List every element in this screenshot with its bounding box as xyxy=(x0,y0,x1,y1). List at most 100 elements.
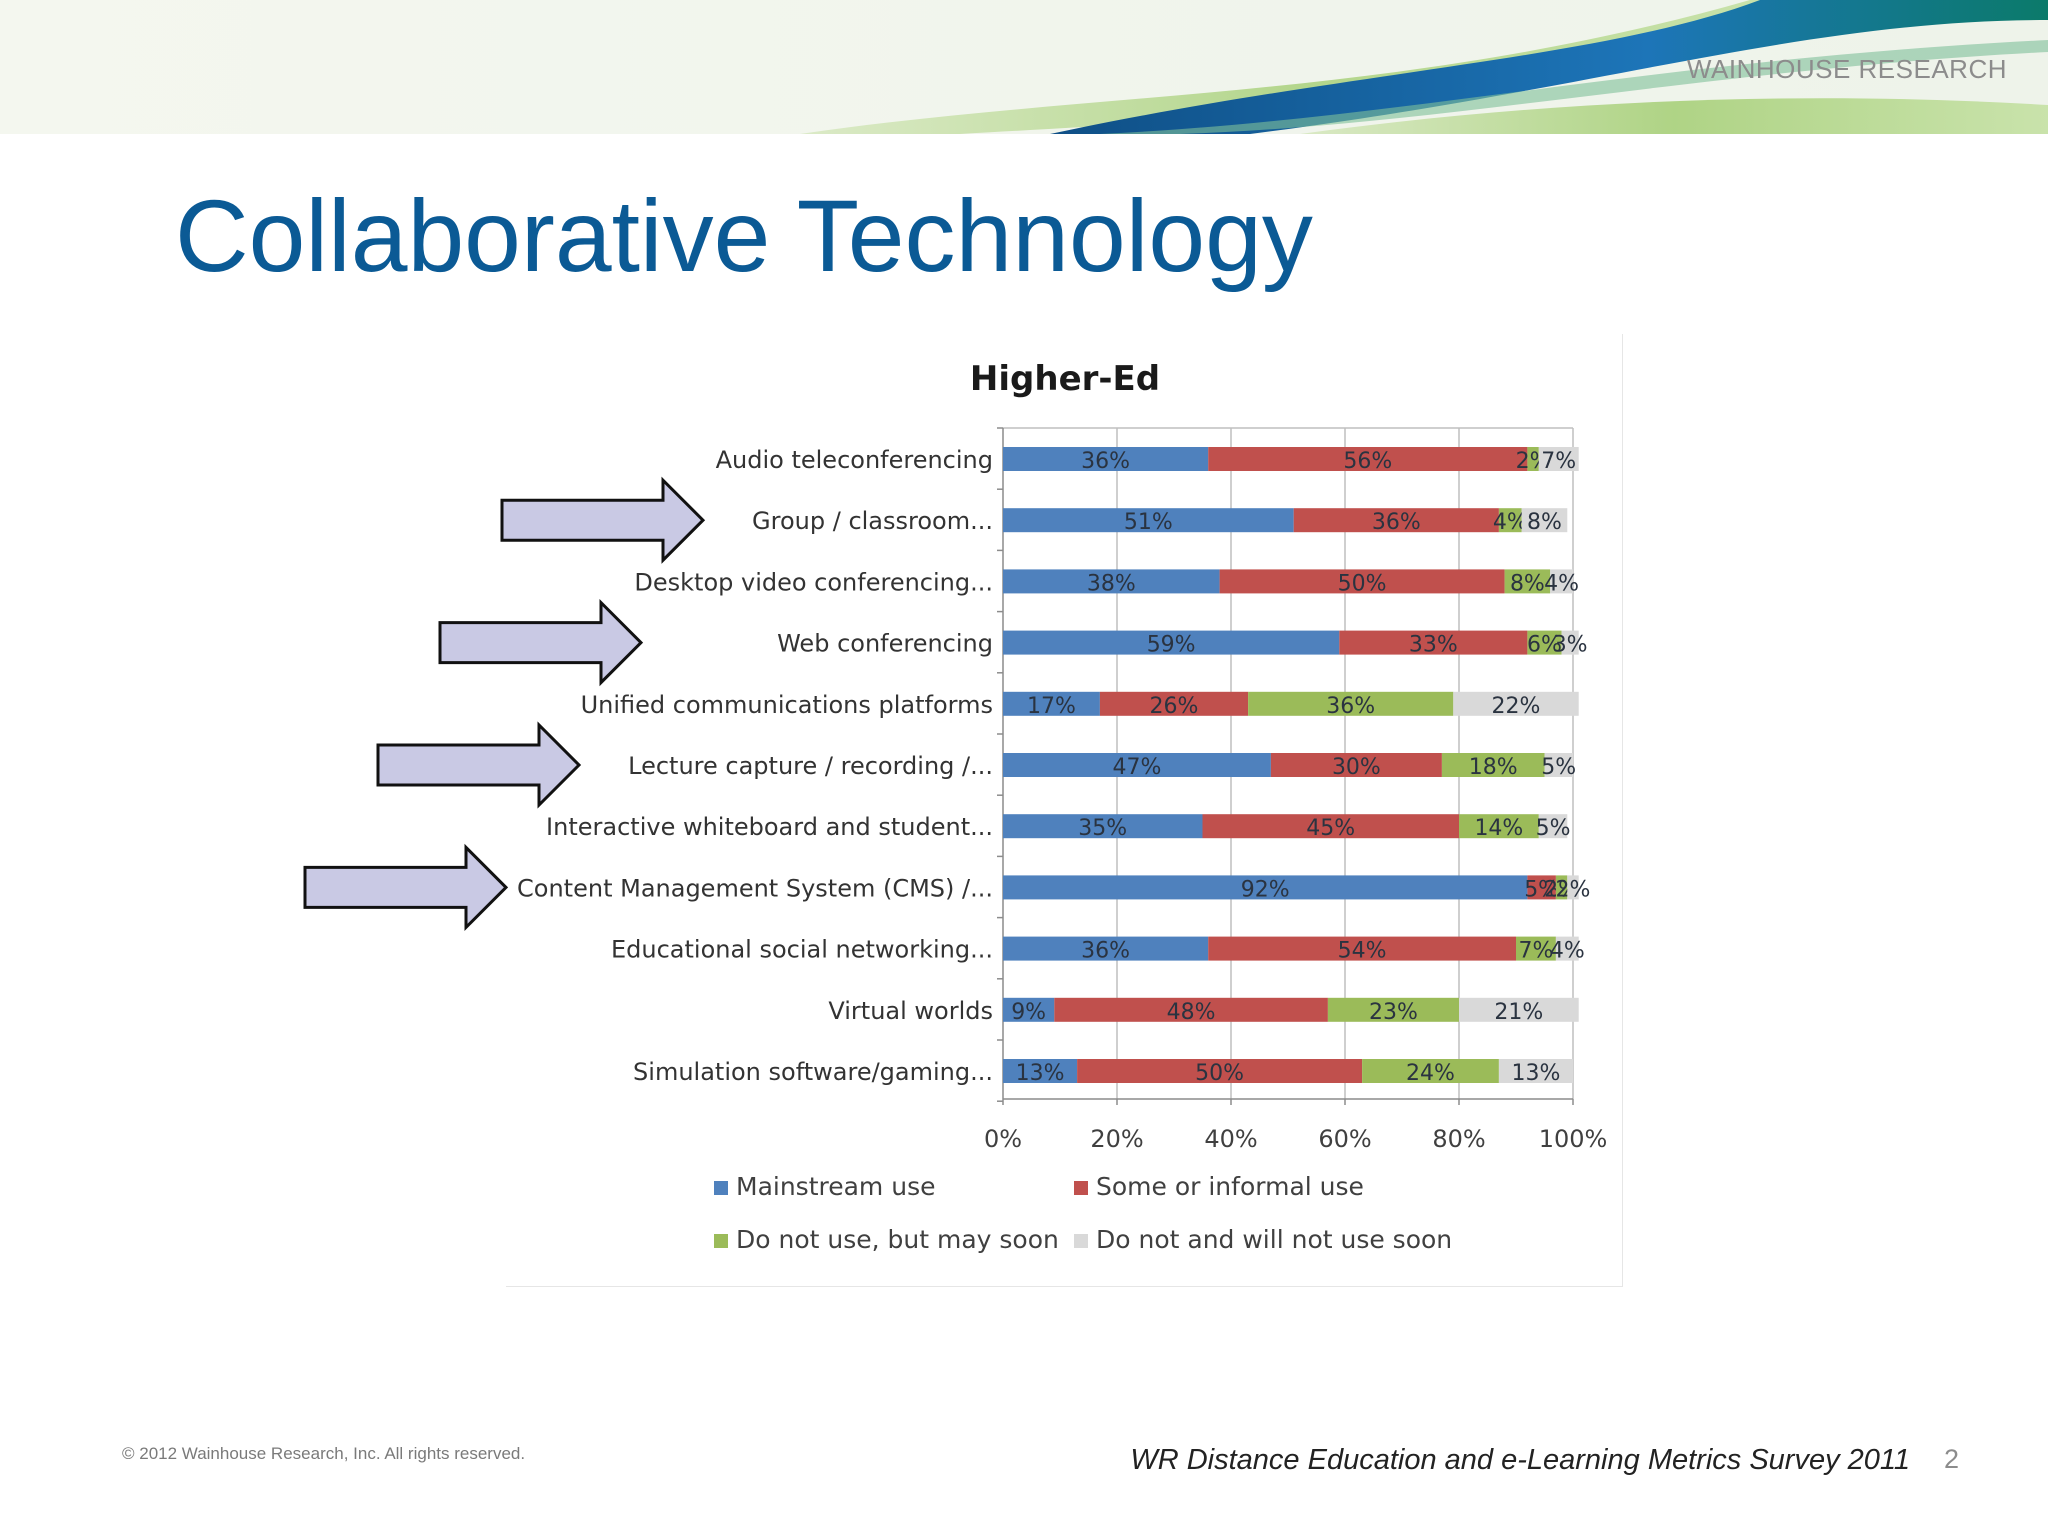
bar-segment xyxy=(1099,691,1249,716)
x-tick-label: 40% xyxy=(1204,1125,1257,1153)
bar-segment xyxy=(1459,997,1579,1022)
bar-segment xyxy=(1544,753,1573,777)
data-label: 2% xyxy=(1556,877,1591,902)
bar-segment xyxy=(1504,569,1551,594)
data-label: 35% xyxy=(1078,816,1127,841)
bar-segment xyxy=(1498,1059,1573,1083)
chart-panel xyxy=(506,334,1623,1287)
data-label: 38% xyxy=(1087,571,1136,596)
bar-segment xyxy=(1003,569,1220,594)
data-label: 48% xyxy=(1167,1000,1216,1025)
bar-segment xyxy=(1527,447,1539,471)
page-title: Collaborative Technology xyxy=(175,179,1313,293)
bar-segment xyxy=(1327,997,1459,1022)
data-label: 6% xyxy=(1527,633,1562,658)
legend-label: Some or informal use xyxy=(1096,1172,1364,1201)
category-label: Virtual worlds xyxy=(828,997,993,1025)
data-label: 7% xyxy=(1518,939,1553,964)
bar-segment xyxy=(1003,691,1100,716)
data-label: 36% xyxy=(1372,510,1421,535)
data-label: 36% xyxy=(1081,939,1130,964)
copyright-text: © 2012 Wainhouse Research, Inc. All righ… xyxy=(122,1444,526,1463)
data-label: 13% xyxy=(1016,1061,1065,1086)
data-label: 24% xyxy=(1406,1061,1455,1086)
data-label: 13% xyxy=(1511,1061,1560,1086)
bar-segment xyxy=(1459,814,1539,839)
bar-segment xyxy=(1516,936,1556,961)
legend-swatch xyxy=(1074,1234,1088,1248)
bar-segment xyxy=(1077,1059,1363,1083)
bar-segment xyxy=(1003,1059,1078,1083)
x-tick-label: 80% xyxy=(1432,1125,1485,1153)
legend-label: Do not use, but may soon xyxy=(736,1225,1059,1254)
bar-segment xyxy=(1003,508,1294,533)
data-label: 14% xyxy=(1474,816,1523,841)
right-arrow-icon xyxy=(438,598,644,687)
legend-swatch xyxy=(1074,1181,1088,1195)
x-tick-label: 100% xyxy=(1539,1125,1608,1153)
survey-caption: WR Distance Education and e-Learning Met… xyxy=(1130,1444,1910,1476)
bar-segment xyxy=(1003,447,1209,471)
legend-swatch xyxy=(714,1181,728,1195)
bar-segment xyxy=(1003,875,1528,900)
bar-segment xyxy=(1339,630,1528,655)
category-label: Desktop video conferencing... xyxy=(634,568,993,596)
right-arrow-icon xyxy=(500,476,706,564)
bar-segment xyxy=(1453,691,1579,716)
category-label: Interactive whiteboard and student... xyxy=(546,813,993,841)
category-label: Group / classroom... xyxy=(752,507,993,535)
x-tick-label: 0% xyxy=(984,1125,1022,1153)
bar-segment xyxy=(1202,814,1459,839)
data-label: 8% xyxy=(1510,571,1545,596)
data-label: 3% xyxy=(1553,633,1588,658)
data-label: 22% xyxy=(1492,694,1541,719)
bar-segment xyxy=(1527,630,1562,655)
x-tick-label: 60% xyxy=(1318,1125,1371,1153)
bar-segment xyxy=(1550,569,1573,594)
bar-segment xyxy=(1003,753,1271,777)
legend-swatch xyxy=(714,1234,728,1248)
data-label: 50% xyxy=(1195,1061,1244,1086)
bar-segment xyxy=(1538,447,1579,471)
right-arrow-icon xyxy=(376,721,582,809)
brand-logo-text: WAINHOUSE RESEARCH xyxy=(1686,54,2007,84)
bar-segment xyxy=(1527,875,1556,900)
bar-segment xyxy=(1003,997,1055,1022)
category-label: Educational social networking... xyxy=(611,936,993,964)
legend-label: Mainstream use xyxy=(736,1172,936,1201)
category-label: Unified communications platforms xyxy=(581,691,993,719)
category-label: Content Management System (CMS) /... xyxy=(517,874,993,902)
data-label: 30% xyxy=(1332,755,1381,780)
category-label: Simulation software/gaming... xyxy=(633,1058,993,1086)
data-label: 21% xyxy=(1494,1000,1543,1025)
data-label: 5% xyxy=(1541,755,1576,780)
data-label: 59% xyxy=(1147,633,1196,658)
data-label: 5% xyxy=(1536,816,1571,841)
category-label: Web conferencing xyxy=(777,630,993,658)
data-label: 9% xyxy=(1011,1000,1046,1025)
bar-segment xyxy=(1054,997,1328,1022)
bar-segment xyxy=(1208,447,1528,471)
category-label: Lecture capture / recording /... xyxy=(628,752,993,780)
data-label: 26% xyxy=(1150,694,1199,719)
header-banner xyxy=(0,0,2048,134)
data-label: 23% xyxy=(1369,1000,1418,1025)
bar-segment xyxy=(1561,630,1579,655)
data-label: 17% xyxy=(1027,694,1076,719)
bar-segment xyxy=(1293,508,1499,533)
bar-segment xyxy=(1555,875,1568,900)
data-label: 54% xyxy=(1338,939,1387,964)
bar-segment xyxy=(1498,508,1522,533)
bar-segment xyxy=(1441,753,1545,777)
data-label: 45% xyxy=(1306,816,1355,841)
bar-segment xyxy=(1003,630,1340,655)
bar-segment xyxy=(1003,936,1209,961)
data-label: 56% xyxy=(1343,449,1392,474)
legend-label: Do not and will not use soon xyxy=(1096,1225,1452,1254)
data-label: 18% xyxy=(1469,755,1518,780)
data-label: 4% xyxy=(1550,939,1585,964)
bar-segment xyxy=(1521,508,1568,533)
bar-segment xyxy=(1208,936,1516,961)
data-label: 5% xyxy=(1524,877,1559,902)
